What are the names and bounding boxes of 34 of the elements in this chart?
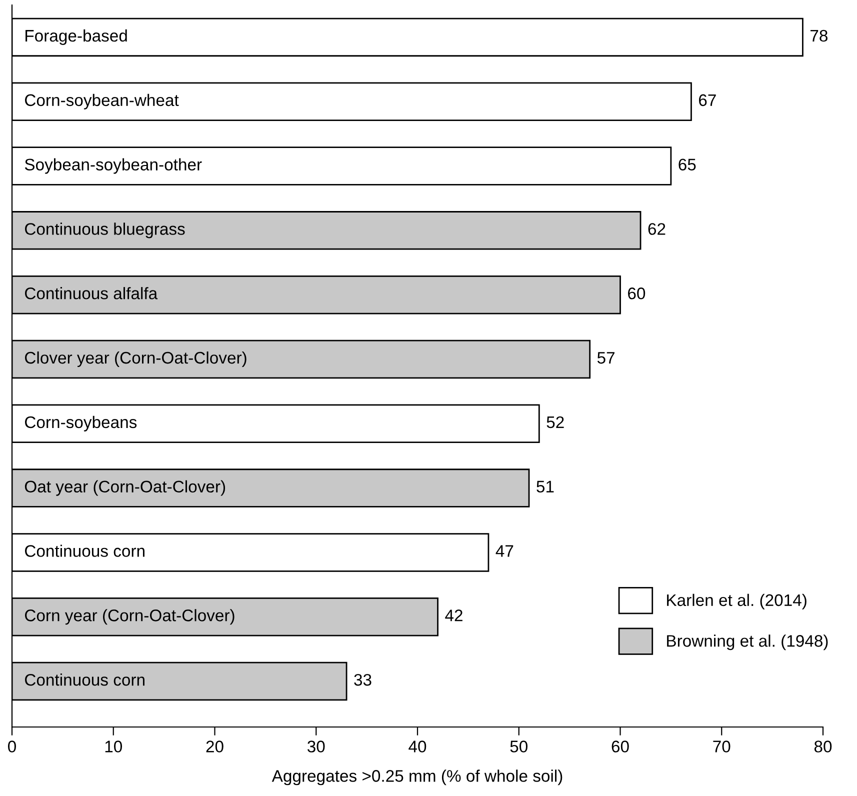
x-tick-label: 60 (612, 740, 629, 752)
x-tick-label: 10 (105, 740, 122, 752)
x-tick-label: 40 (408, 740, 426, 752)
y-tick-label: Corn-soybeans (25, 416, 137, 432)
x-tick-label: 70 (713, 740, 730, 752)
data-label: 62 (648, 223, 666, 235)
data-label: 65 (678, 158, 696, 170)
y-tick-label: Oat year (Corn-Oat-Clover) (24, 480, 226, 496)
data-label: 67 (699, 94, 716, 106)
y-tick-label: Continuous corn (25, 544, 144, 557)
x-tick-label: 50 (510, 740, 528, 752)
x-tick-label: 20 (206, 740, 224, 752)
y-tick-label: Forage-based (26, 29, 127, 45)
y-tick-label: Soybean-soybean-other (24, 158, 202, 174)
data-label: 42 (445, 610, 462, 622)
data-label: 78 (810, 30, 828, 42)
data-label: 60 (628, 288, 646, 300)
y-tick-label: Continuous corn (25, 674, 144, 686)
data-label: 51 (536, 480, 554, 493)
data-label: 47 (496, 545, 514, 557)
x-axis-title: Aggregates >0.25 mm (% of whole soil) (272, 770, 562, 786)
x-tick-label: 0 (8, 740, 16, 752)
x-tick-label: 80 (814, 740, 832, 752)
y-tick-label: Clover year (Corn-Oat-Clover) (25, 351, 246, 368)
y-tick-label: Corn year (Corn-Oat-Clover) (25, 609, 234, 625)
data-label: 33 (354, 674, 372, 686)
data-label: 57 (597, 352, 614, 364)
x-tick-label: 30 (307, 740, 325, 752)
data-label: 52 (546, 416, 564, 428)
y-tick-label: Corn-soybean-wheat (25, 94, 179, 110)
legend-label: Browning et al. (1948) (667, 634, 828, 650)
y-tick-label: Continuous bluegrass (25, 222, 185, 238)
y-tick-label: Continuous alfalfa (25, 287, 158, 300)
legend-label: Karlen et al. (2014) (667, 594, 806, 610)
